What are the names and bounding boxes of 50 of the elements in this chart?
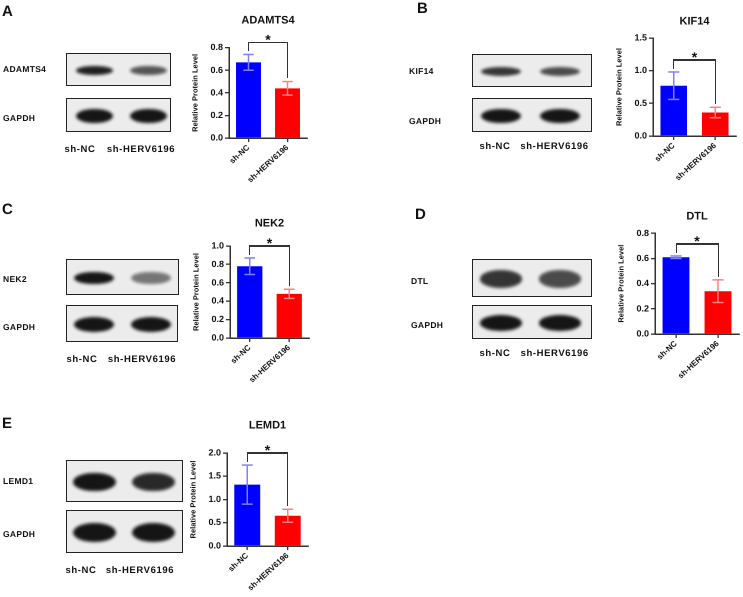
y-tick-label: 0.0 (636, 328, 650, 338)
chart-title: LEMD1 (248, 420, 286, 432)
y-tick-label: 0.8 (636, 228, 650, 238)
y-tick-label: 0.8 (210, 42, 224, 52)
text: ADAMTS4 (3, 64, 46, 74)
y-tick-label: 1.0 (634, 65, 647, 76)
y-tick-label: 1.0 (211, 240, 224, 250)
y-tick-label: 0.6 (636, 252, 650, 263)
text: B (417, 0, 428, 17)
y-tick-label: 0.5 (634, 98, 647, 108)
chart-title: ADAMTS4 (242, 14, 296, 27)
y-tick-label: 0.8 (211, 258, 224, 269)
chart-title: KIF14 (680, 16, 710, 28)
text: C (2, 201, 13, 218)
y-tick-label: 0.6 (210, 64, 224, 75)
annotation: * (694, 232, 701, 249)
y-tick-label: 0.2 (211, 314, 224, 324)
y-tick-label: 0.0 (210, 132, 224, 142)
text: D (415, 206, 426, 223)
y-tick-label: 0.4 (210, 87, 224, 98)
y-tick-label: 0.0 (211, 332, 224, 342)
y-tick-label: 0.2 (636, 303, 650, 314)
y-tick-label: 0.0 (634, 130, 647, 140)
text: GAPDH (409, 116, 442, 126)
y-tick-label: 0.5 (208, 517, 221, 528)
text: GAPDH (3, 322, 36, 332)
text: * (266, 31, 272, 48)
annotation: * (264, 442, 271, 458)
annotation: * (692, 48, 698, 65)
y-tick-label: 0.4 (636, 278, 650, 288)
y-tick-label: 0.6 (211, 277, 224, 288)
text: GAPDH (411, 320, 444, 330)
y-tick-label: 2.0 (208, 447, 221, 458)
text: KIF14 (409, 66, 434, 76)
text: GAPDH (3, 112, 36, 123)
text: E (2, 415, 12, 432)
y-tick-label: 0.0 (208, 540, 221, 550)
y-tick-label: 0.4 (211, 296, 224, 306)
text: DTL (411, 276, 428, 286)
text: GAPDH (3, 528, 36, 539)
text: NEK2 (3, 274, 27, 284)
annotation: * (266, 234, 273, 251)
y-tick-label: 0.2 (210, 110, 224, 120)
y-tick-label: 1.0 (208, 494, 221, 504)
text: LEMD1 (3, 476, 34, 486)
chart-title: NEK2 (254, 217, 284, 230)
chart-title: DTL (686, 210, 708, 223)
text: A (2, 3, 13, 20)
y-tick-label: 1.5 (634, 32, 647, 42)
y-tick-label: 1.5 (208, 470, 221, 481)
